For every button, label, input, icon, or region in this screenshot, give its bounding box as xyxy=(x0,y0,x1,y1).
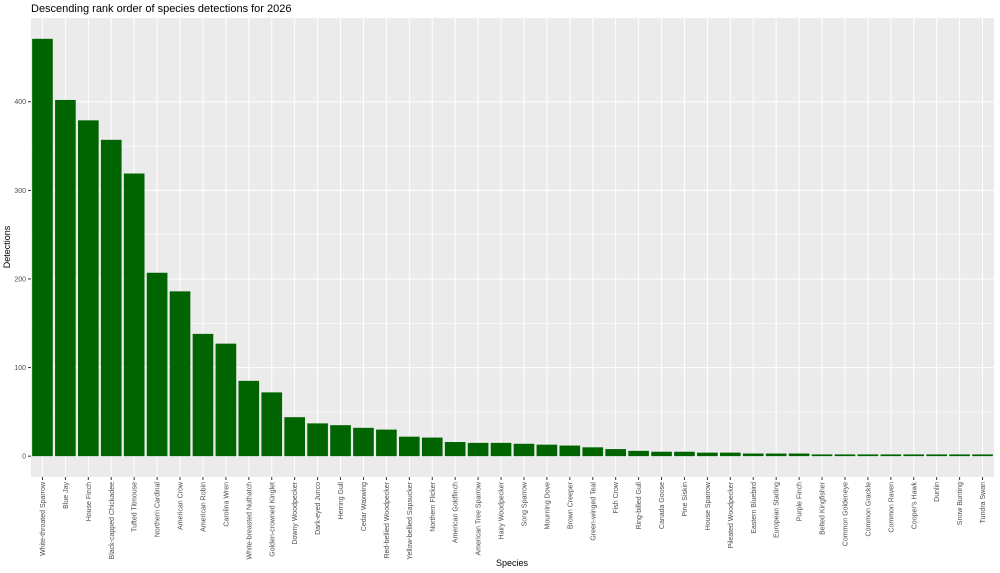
x-tick-label: House Finch xyxy=(86,482,93,521)
bar xyxy=(169,291,191,457)
x-tick-label: White-throated Sparrow xyxy=(40,481,47,556)
x-tick-label: Canada Goose xyxy=(659,482,666,529)
x-tick-label: Fish Crow xyxy=(613,481,620,513)
x-tick-label: Downy Woodpecker xyxy=(292,481,299,544)
x-tick-label: Northern Flicker xyxy=(430,481,437,531)
x-tick-label: Common Goldeneye xyxy=(842,482,849,546)
bar xyxy=(353,427,374,457)
bar xyxy=(811,454,833,457)
bar xyxy=(857,454,879,457)
bar xyxy=(467,442,489,457)
bar xyxy=(834,454,856,457)
bar xyxy=(559,445,581,457)
x-tick-label: Herring Gull xyxy=(338,482,345,520)
y-tick-label: 300 xyxy=(14,188,26,195)
x-tick-label: Common Raven xyxy=(888,482,895,533)
bar xyxy=(399,436,420,457)
x-tick-label: American Goldfinch xyxy=(453,482,460,543)
x-tick-label: Northern Cardinal xyxy=(155,482,162,538)
bar xyxy=(651,451,672,457)
bar xyxy=(674,451,695,457)
y-tick-label: 400 xyxy=(14,99,26,106)
x-tick-label: White-breasted Nuthatch xyxy=(246,482,253,560)
x-tick-label: Purple Finch xyxy=(797,482,804,521)
bar xyxy=(742,453,764,457)
x-tick-label: Yellow-bellied Sapsucker xyxy=(407,481,414,559)
plot-panel xyxy=(31,18,994,477)
bar xyxy=(261,392,283,457)
bar xyxy=(100,139,122,457)
x-tick-label: Red-bellied Woodpecker xyxy=(384,481,391,558)
x-tick-label: Mourning Dove xyxy=(544,482,551,530)
bar xyxy=(949,454,970,457)
bar xyxy=(78,120,99,457)
bar xyxy=(628,450,649,457)
y-tick-label: 100 xyxy=(14,365,26,372)
x-axis-label: Species xyxy=(496,558,529,568)
bar xyxy=(123,173,145,457)
y-axis-label: Detections xyxy=(2,225,12,268)
bar xyxy=(903,454,925,457)
x-tick-label: Tufted Titmouse xyxy=(132,482,139,532)
bar xyxy=(376,429,397,457)
bar xyxy=(880,454,902,457)
x-tick-label: Cedar Waxwing xyxy=(361,482,368,531)
bar xyxy=(444,441,466,457)
bar xyxy=(146,272,168,457)
x-tick-label: Cooper's Hawk xyxy=(911,482,918,530)
x-tick-label: Brown Creeper xyxy=(567,481,574,529)
x-tick-label: Carolina Wren xyxy=(223,482,230,527)
x-tick-label: Pine Siskin xyxy=(682,482,689,517)
chart-title: Descending rank order of species detecti… xyxy=(31,3,292,15)
bar xyxy=(788,453,810,457)
bar xyxy=(32,38,53,457)
x-tick-label: Song Sparrow xyxy=(521,481,528,526)
bar xyxy=(330,425,351,457)
bar xyxy=(192,333,214,457)
y-tick-label: 0 xyxy=(22,454,26,461)
bar xyxy=(284,417,305,457)
bar xyxy=(926,454,947,457)
bar xyxy=(55,99,76,457)
x-tick-label: European Starling xyxy=(774,482,781,538)
x-tick-label: Blue Jay xyxy=(63,482,70,509)
bar xyxy=(582,447,604,457)
bar xyxy=(697,452,718,457)
y-tick-label: 200 xyxy=(14,276,26,283)
x-tick-label: Tundra Swan xyxy=(980,482,987,523)
bar xyxy=(421,437,443,457)
bar xyxy=(238,380,260,457)
bar xyxy=(490,442,512,457)
x-tick-label: House Sparrow xyxy=(705,481,712,530)
x-tick-label: American Crow xyxy=(178,481,185,530)
x-tick-label: Black-capped Chickadee xyxy=(109,482,116,560)
x-tick-label: Snow Bunting xyxy=(957,482,964,525)
x-tick-label: American Robin xyxy=(200,482,207,532)
x-tick-label: Green-winged Teal xyxy=(590,482,597,541)
x-tick-label: Golden-crowned Kinglet xyxy=(269,482,276,557)
bar xyxy=(215,343,237,457)
x-tick-label: Hairy Woodpecker xyxy=(499,481,506,539)
x-tick-label: Belted Kingfisher xyxy=(820,481,827,535)
bar xyxy=(720,452,741,457)
bar xyxy=(536,444,558,457)
x-tick-label: Eastern Bluebird xyxy=(751,482,758,534)
x-tick-label: Dunlin xyxy=(934,482,941,502)
bar xyxy=(513,443,535,457)
bar xyxy=(765,453,787,457)
x-tick-label: Pileated Woodpecker xyxy=(728,481,735,548)
bar xyxy=(972,454,993,457)
x-tick-label: Common Grackle xyxy=(865,482,872,537)
x-tick-label: American Tree Sparrow xyxy=(476,481,483,555)
bar xyxy=(605,449,626,457)
bar xyxy=(307,423,328,457)
x-tick-label: Ring-billed Gull xyxy=(636,482,643,530)
x-tick-label: Dark-eyed Junco xyxy=(315,482,322,535)
